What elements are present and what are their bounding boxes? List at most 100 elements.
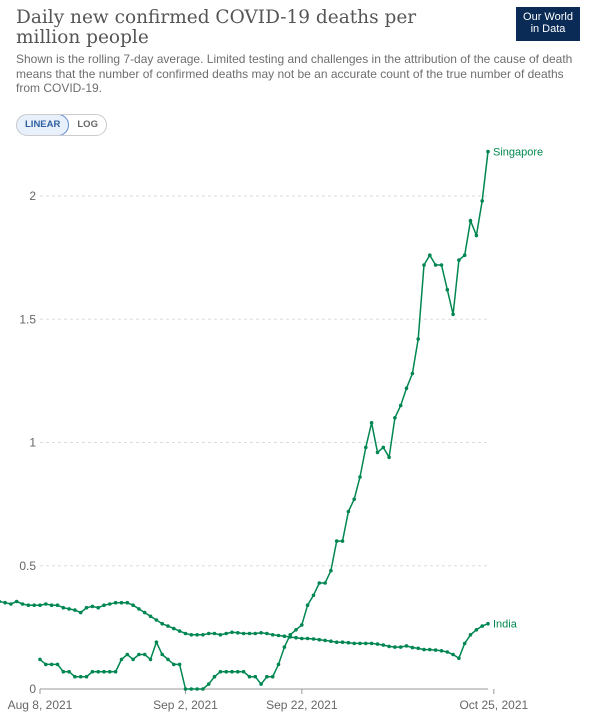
owid-logo[interactable]: Our World in Data bbox=[516, 7, 580, 41]
india-point bbox=[334, 640, 339, 644]
singapore-point bbox=[224, 669, 228, 674]
india-point bbox=[9, 602, 13, 606]
india-point bbox=[462, 641, 467, 646]
singapore-point bbox=[323, 581, 327, 585]
singapore-point bbox=[160, 652, 164, 657]
singapore-point bbox=[276, 662, 281, 667]
india-point bbox=[474, 628, 479, 632]
singapore-point bbox=[38, 657, 42, 662]
india-point bbox=[340, 640, 345, 644]
singapore-point bbox=[300, 623, 304, 627]
india-point bbox=[305, 636, 310, 641]
singapore-point bbox=[218, 669, 223, 674]
india-point bbox=[49, 603, 54, 607]
singapore-point bbox=[311, 593, 316, 598]
india-point bbox=[113, 600, 118, 605]
india-point bbox=[451, 652, 455, 657]
india-point bbox=[393, 645, 397, 649]
y-tick-label: 0.5 bbox=[19, 559, 36, 573]
india-point bbox=[189, 633, 194, 637]
singapore-point bbox=[474, 233, 479, 238]
singapore-point bbox=[439, 263, 444, 267]
india-point bbox=[468, 633, 473, 637]
india-point bbox=[416, 646, 421, 651]
india-point bbox=[142, 610, 147, 615]
india-point bbox=[177, 629, 182, 633]
india-point bbox=[67, 607, 71, 611]
india-point bbox=[381, 643, 386, 647]
india-point bbox=[183, 631, 188, 636]
india-point bbox=[0, 599, 2, 604]
india-point bbox=[108, 602, 112, 606]
singapore-point bbox=[270, 674, 275, 679]
linear-scale-button[interactable]: LINEAR bbox=[16, 115, 70, 135]
singapore-point bbox=[131, 657, 135, 662]
singapore-series-label: Singapore bbox=[493, 147, 543, 159]
india-point bbox=[398, 645, 403, 649]
india-point bbox=[224, 631, 228, 636]
india-point bbox=[236, 631, 240, 635]
india-point bbox=[172, 626, 176, 631]
singapore-line bbox=[39, 151, 489, 690]
india-point bbox=[61, 605, 66, 610]
singapore-point bbox=[212, 674, 217, 679]
singapore-point bbox=[410, 371, 415, 376]
india-point bbox=[119, 600, 124, 605]
singapore-point bbox=[119, 657, 124, 662]
singapore-point bbox=[61, 669, 66, 674]
singapore-point bbox=[113, 669, 118, 674]
y-tick-label: 0 bbox=[29, 682, 36, 696]
india-point bbox=[433, 648, 438, 652]
logo-line2: in Data bbox=[530, 23, 566, 35]
singapore-point bbox=[387, 455, 391, 460]
singapore-point bbox=[462, 253, 467, 257]
india-point bbox=[358, 641, 362, 646]
singapore-point bbox=[201, 687, 205, 691]
india-point bbox=[78, 610, 83, 615]
singapore-point bbox=[183, 687, 188, 691]
singapore-point bbox=[108, 669, 112, 674]
india-point bbox=[311, 637, 316, 641]
india-point bbox=[410, 645, 415, 650]
india-point bbox=[160, 621, 164, 626]
india-point bbox=[154, 618, 159, 622]
india-point bbox=[276, 633, 281, 638]
singapore-point bbox=[340, 539, 345, 543]
india-point bbox=[422, 647, 426, 652]
singapore-point bbox=[49, 662, 54, 667]
india-point bbox=[323, 638, 327, 643]
singapore-point bbox=[90, 669, 95, 674]
singapore-point bbox=[172, 662, 176, 667]
singapore-point bbox=[468, 218, 473, 223]
singapore-point bbox=[416, 337, 421, 341]
chart-axis: 0 0.5 1 1.5 2 Aug 8, 2021 Sep 2, 2021 Sep 22, 2… bbox=[8, 189, 529, 712]
india-point bbox=[317, 637, 322, 642]
singapore-point bbox=[230, 669, 234, 674]
india-point bbox=[282, 634, 287, 638]
india-point bbox=[148, 614, 153, 619]
singapore-point bbox=[428, 253, 432, 257]
singapore-point bbox=[317, 581, 322, 585]
singapore-point bbox=[433, 263, 438, 267]
chart-series-lines bbox=[0, 149, 490, 691]
singapore-point bbox=[329, 568, 333, 573]
singapore-point bbox=[294, 628, 298, 632]
india-point bbox=[84, 605, 89, 610]
singapore-point bbox=[206, 682, 211, 686]
singapore-point bbox=[457, 258, 461, 262]
singapore-point bbox=[166, 657, 170, 662]
chart-title: Daily new confirmed COVID-19 deaths per … bbox=[16, 7, 417, 48]
india-point bbox=[125, 600, 130, 605]
log-scale-button[interactable]: LOG bbox=[77, 119, 98, 130]
india-point bbox=[265, 631, 269, 636]
india-point bbox=[137, 607, 141, 611]
india-point bbox=[352, 641, 357, 646]
scale-toggle[interactable]: LINEAR LOG bbox=[16, 114, 107, 136]
india-point bbox=[480, 624, 485, 628]
india-line bbox=[0, 600, 489, 660]
singapore-point bbox=[259, 682, 263, 686]
india-point bbox=[375, 642, 380, 646]
india-point bbox=[439, 649, 444, 653]
india-point bbox=[212, 631, 217, 636]
